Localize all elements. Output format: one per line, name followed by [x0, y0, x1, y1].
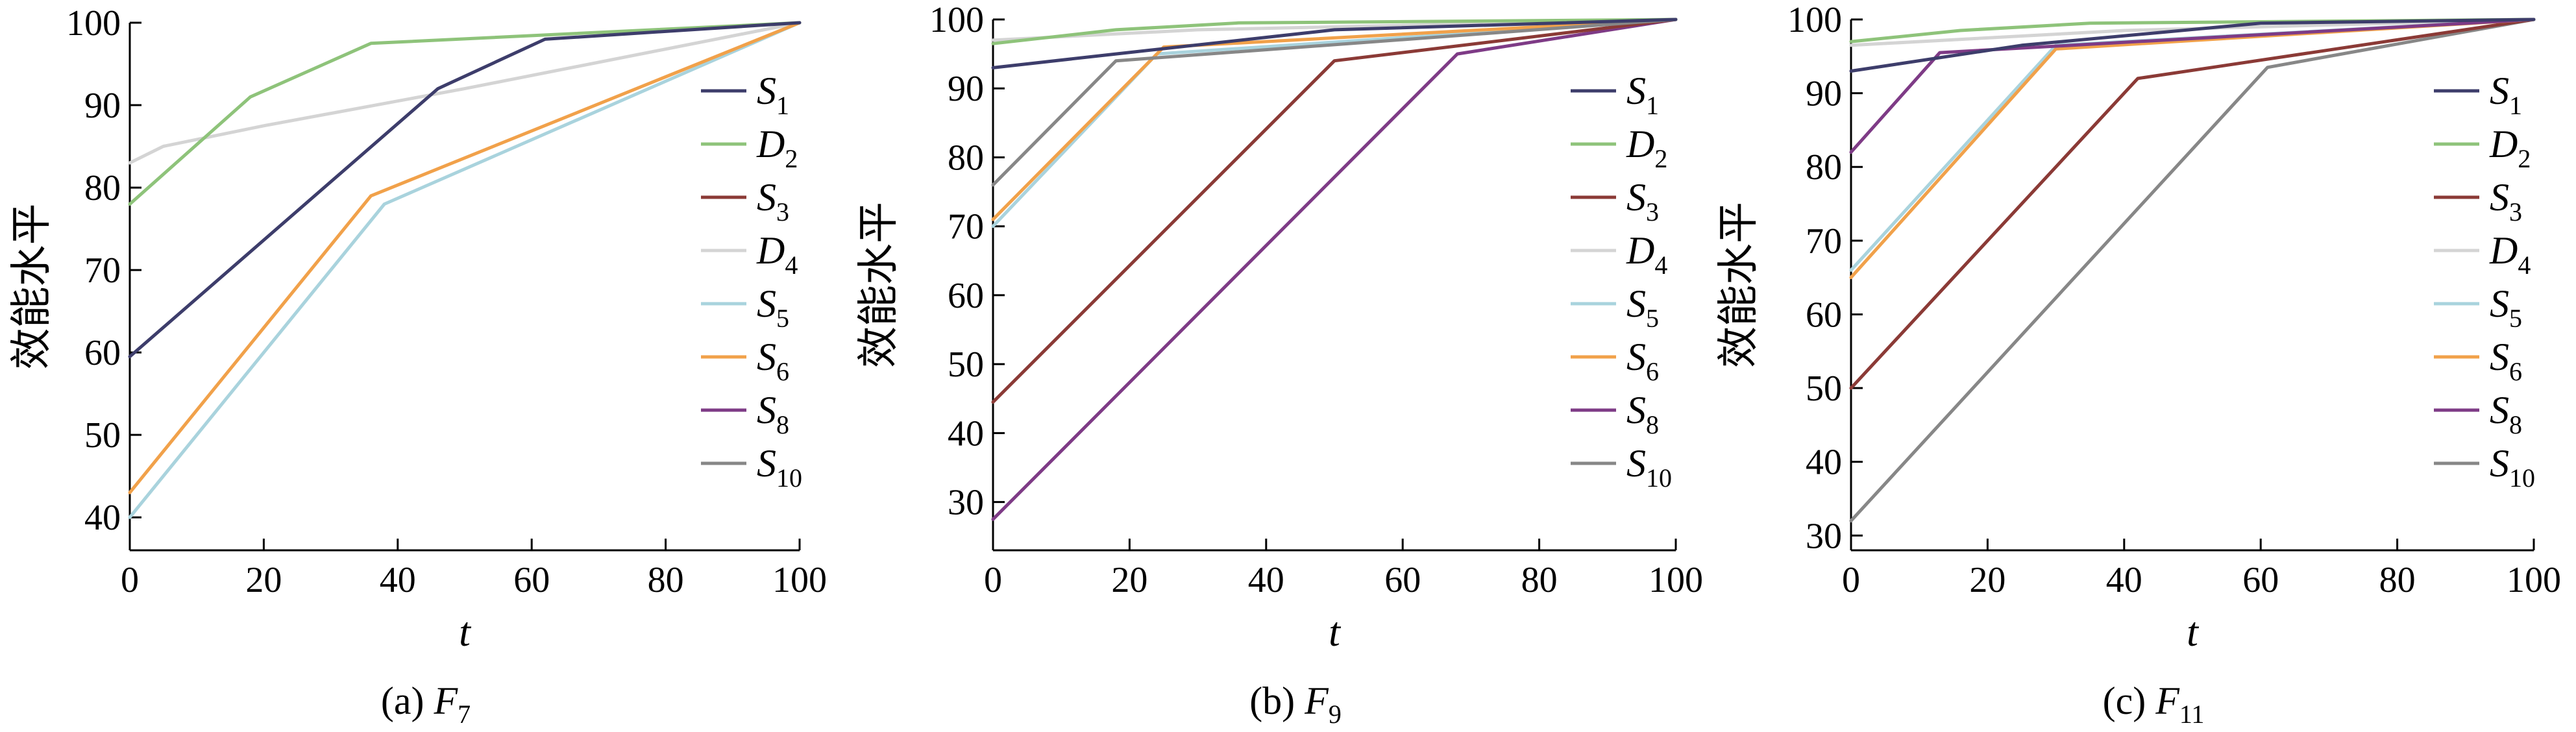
- legend-label-S8: S8: [1626, 389, 1659, 439]
- legend-label-S5: S5: [2490, 282, 2522, 333]
- series-line-S6: [128, 21, 802, 494]
- legend-label-S1: S1: [2490, 69, 2522, 120]
- y-tick-label: 30: [1806, 516, 1842, 556]
- y-tick-label: 60: [948, 276, 984, 316]
- x-tick-label: 0: [984, 560, 1002, 600]
- chart-panel-2: 0 20 40 60 80 100 30 40 50 60 70 80 90 100 t 效能水平 S1D2S3…: [855, 0, 1703, 729]
- series-line-D2: [128, 21, 802, 206]
- legend-label-D2: D2: [1626, 123, 1667, 173]
- x-tick-label: 0: [121, 560, 139, 600]
- y-tick-label: 60: [84, 333, 121, 373]
- x-tick-label: 40: [380, 560, 416, 600]
- series-line-D4: [1849, 18, 2536, 47]
- series-line-S3: [1849, 18, 2536, 390]
- y-axis-title: 效能水平: [1715, 202, 1761, 368]
- panel-caption: (a) F7: [381, 679, 471, 729]
- x-tick-label: 80: [2379, 560, 2416, 600]
- y-tick-label: 80: [948, 138, 984, 178]
- legend-label-S1: S1: [1626, 69, 1659, 120]
- legend-label-S1: S1: [757, 69, 789, 120]
- y-tick-label: 40: [84, 498, 121, 538]
- series-line-S8: [991, 18, 1678, 521]
- series-line-S1: [128, 21, 802, 358]
- x-tick-label: 100: [772, 560, 827, 600]
- x-tick-label: 0: [1842, 560, 1860, 600]
- y-tick-label: 70: [1806, 221, 1842, 262]
- y-tick-label: 60: [1806, 295, 1842, 335]
- y-tick-label: 30: [948, 483, 984, 523]
- series-line-D4: [128, 21, 802, 165]
- legend-label-S8: S8: [757, 389, 789, 439]
- y-tick-label: 90: [84, 86, 121, 126]
- series-line-D2: [991, 18, 1678, 45]
- legend-label-S10: S10: [757, 442, 802, 493]
- legend-label-S5: S5: [1626, 282, 1659, 333]
- x-tick-label: 60: [513, 560, 550, 600]
- panel-caption: (c) F11: [2103, 679, 2205, 729]
- series-line-S8: [1849, 18, 2536, 154]
- y-tick-label: 50: [948, 345, 984, 385]
- y-tick-label: 70: [948, 207, 984, 247]
- legend-label-D2: D2: [756, 123, 798, 173]
- legend-label-S3: S3: [2490, 176, 2522, 226]
- series-line-S10: [1849, 18, 2536, 523]
- x-tick-label: 80: [1521, 560, 1558, 600]
- series-line-S1: [1849, 18, 2536, 73]
- y-tick-label: 100: [66, 3, 121, 43]
- y-tick-label: 40: [948, 413, 984, 454]
- legend-label-S6: S6: [1626, 336, 1659, 386]
- x-tick-label: 100: [1649, 560, 1703, 600]
- x-axis-title: t: [459, 609, 472, 655]
- legend-label-D4: D4: [2489, 229, 2531, 280]
- y-tick-label: 100: [1787, 0, 1842, 40]
- x-axis-title: t: [1329, 609, 1342, 655]
- legend-label-S6: S6: [757, 336, 789, 386]
- y-axis-title: 效能水平: [855, 202, 902, 368]
- y-tick-label: 80: [1806, 147, 1842, 188]
- y-tick-label: 80: [84, 168, 121, 208]
- x-tick-label: 20: [1111, 560, 1147, 600]
- y-tick-label: 100: [929, 0, 984, 40]
- y-tick-label: 40: [1806, 443, 1842, 483]
- series-line-S3: [991, 18, 1678, 404]
- series-line-S10: [991, 18, 1678, 187]
- series-line-S5: [991, 18, 1678, 228]
- legend-label-D4: D4: [1626, 229, 1667, 280]
- legend-label-S6: S6: [2490, 336, 2522, 386]
- legend-label-S3: S3: [757, 176, 789, 226]
- series-line-S5: [128, 21, 802, 519]
- y-tick-label: 90: [1806, 74, 1842, 114]
- chart-panel-3: 0 20 40 60 80 100 30 40 50 60 70 80 90 100 t 效能水平 S1D2S3…: [1715, 0, 2561, 729]
- y-tick-label: 70: [84, 250, 121, 291]
- legend-label-S3: S3: [1626, 176, 1659, 226]
- legend-label-S8: S8: [2490, 389, 2522, 439]
- x-tick-label: 100: [2507, 560, 2561, 600]
- x-tick-label: 40: [1248, 560, 1284, 600]
- x-tick-label: 20: [1969, 560, 2006, 600]
- x-tick-label: 60: [1384, 560, 1421, 600]
- x-tick-label: 80: [648, 560, 684, 600]
- x-tick-label: 60: [2242, 560, 2279, 600]
- legend-label-S5: S5: [757, 282, 789, 333]
- legend-label-D2: D2: [2489, 123, 2531, 173]
- panel-caption: (b) F9: [1249, 679, 1342, 729]
- chart-panel-1: 0 20 40 60 80 100 40 50 60 70 80 90 100 t 效能水平 S1D2S3D4…: [8, 3, 827, 729]
- series-line-S1: [991, 18, 1678, 69]
- x-axis-title: t: [2187, 609, 2200, 655]
- legend-label-S10: S10: [1626, 442, 1672, 493]
- y-tick-label: 50: [1806, 369, 1842, 409]
- x-tick-label: 20: [245, 560, 282, 600]
- x-tick-label: 40: [2106, 560, 2142, 600]
- y-axis-title: 效能水平: [8, 204, 55, 370]
- y-tick-label: 50: [84, 415, 121, 456]
- y-tick-label: 90: [948, 69, 984, 109]
- legend-label-D4: D4: [756, 229, 798, 280]
- legend-label-S10: S10: [2490, 442, 2535, 493]
